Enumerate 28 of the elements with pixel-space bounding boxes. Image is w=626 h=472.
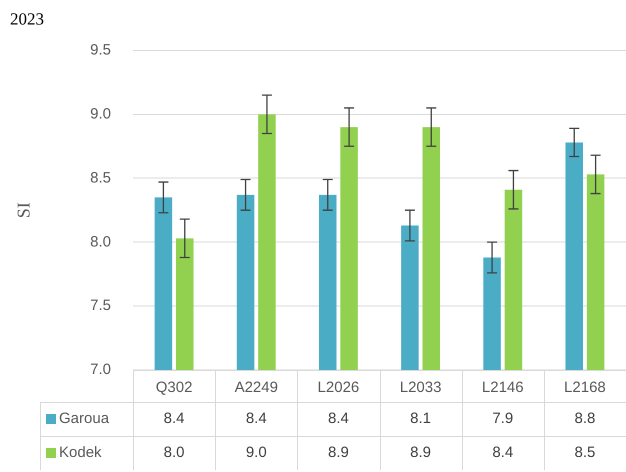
data-label: 9.0 [246, 444, 267, 462]
y-tick-label: 7.5 [90, 297, 111, 314]
data-label: 7.9 [492, 410, 514, 428]
x-tick-label: L2168 [564, 379, 606, 396]
chart-title: 2023 [10, 10, 44, 29]
data-label: 8.4 [492, 444, 514, 462]
x-tick-label: L2026 [318, 379, 360, 396]
legend-label: Garoua [59, 410, 110, 428]
data-label: 8.9 [410, 444, 432, 462]
data-label: 8.8 [574, 410, 596, 428]
x-tick-label: L2033 [400, 379, 442, 396]
y-tick-label: 9.0 [90, 105, 111, 122]
legend-label: Kodek [59, 444, 102, 462]
data-label: 8.5 [574, 444, 596, 462]
data-label: 8.9 [328, 444, 349, 462]
y-axis-title: SI [14, 202, 34, 218]
data-label: 8.4 [164, 410, 185, 428]
x-tick-label: Q302 [156, 379, 192, 396]
y-tick-label: 8.0 [90, 233, 111, 250]
y-tick-label: 8.5 [90, 169, 111, 186]
y-tick-label: 9.5 [90, 42, 111, 59]
data-label: 8.4 [246, 410, 267, 428]
data-label: 8.4 [328, 410, 349, 428]
x-tick-label: L2146 [482, 379, 524, 396]
data-label: 8.0 [164, 444, 185, 462]
data-label: 8.1 [410, 410, 432, 428]
y-tick-label: 7.0 [90, 361, 111, 378]
x-tick-label: A2249 [234, 379, 278, 396]
